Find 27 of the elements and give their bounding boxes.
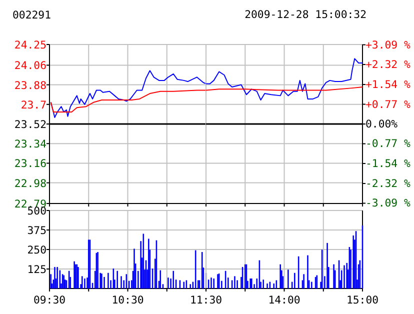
text: -0.77 %: [366, 137, 410, 150]
x-tick-label: 14:00: [268, 294, 300, 306]
text: -2.32 %: [366, 176, 410, 190]
text: 0.00%: [366, 118, 398, 130]
x-tick-label: 15:00: [346, 294, 379, 306]
y-tick-label: 250: [27, 244, 47, 256]
chart-subtitle: 2009-12-28 15:00:32: [244, 8, 367, 21]
x-tick-label: 11:30: [190, 294, 222, 306]
text: -1.54 %: [366, 156, 410, 170]
y-tick-label: 23.52: [14, 118, 46, 131]
y-tick-label: 23.16: [14, 157, 46, 170]
chart-title: 002291: [12, 8, 51, 22]
y-tick-label: 24.25: [14, 38, 46, 52]
text: +0.77 %: [366, 98, 410, 111]
text: +2.32 %: [366, 58, 410, 72]
x-tick-label: 10:30: [112, 294, 144, 306]
y-tick-label: 23.7: [20, 98, 47, 112]
text: +3.09 %: [366, 38, 410, 52]
y-tick-label: 125: [27, 263, 47, 276]
y-tick-label: 23.88: [14, 78, 46, 92]
y-tick-label: 375: [27, 224, 47, 237]
y-tick-label: 23.34: [14, 138, 46, 151]
x-tick-label: 09:30: [33, 294, 66, 306]
text: +1.54 %: [366, 78, 410, 92]
y-tick-label: 22.98: [14, 176, 46, 190]
y-tick-label: 24.06: [14, 59, 46, 72]
text: -3.09 %: [366, 196, 410, 210]
